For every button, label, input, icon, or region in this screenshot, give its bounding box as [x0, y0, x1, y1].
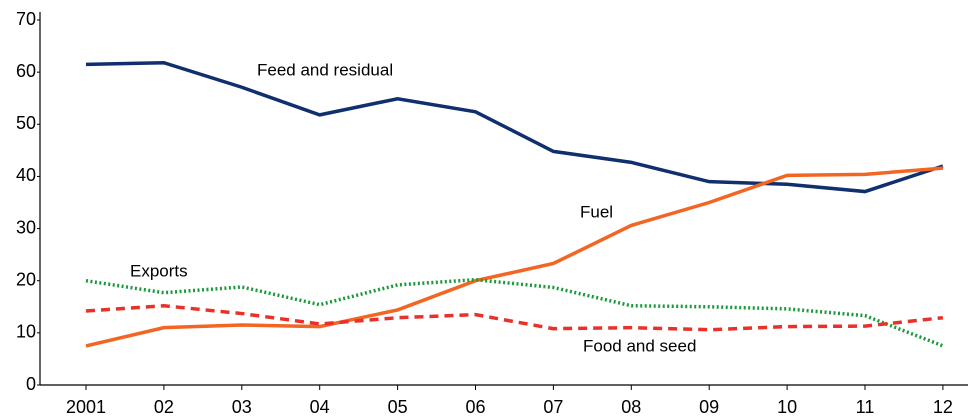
y-tick-label: 20 [16, 269, 36, 289]
series-label: Fuel [580, 202, 613, 221]
series-label: Food and seed [583, 336, 696, 355]
y-tick-label: 50 [16, 113, 36, 133]
y-tick-label: 10 [16, 322, 36, 342]
line-series [85, 166, 944, 348]
line-series [85, 303, 944, 332]
series-label: Feed and residual [257, 60, 393, 79]
y-tick-label: 60 [16, 61, 36, 81]
y-tick-label: 40 [16, 165, 36, 185]
x-tick-label: 10 [777, 397, 797, 417]
x-tick-label: 03 [232, 397, 252, 417]
x-tick-label: 05 [388, 397, 408, 417]
x-tick-label: 12 [933, 397, 953, 417]
x-tick-label: 09 [699, 397, 719, 417]
y-tick-label: 0 [26, 374, 36, 394]
line-series [85, 277, 944, 348]
x-tick-label: 02 [154, 397, 174, 417]
line-series [85, 61, 944, 194]
series-label: Exports [130, 261, 188, 280]
x-tick-label: 08 [621, 397, 641, 417]
x-tick-label: 2001 [66, 397, 106, 417]
x-tick-label: 11 [856, 397, 875, 417]
y-tick-label: 70 [16, 9, 36, 29]
y-tick-label: 30 [16, 217, 36, 237]
x-tick-label: 06 [465, 397, 485, 417]
x-tick-label: 07 [543, 397, 563, 417]
x-tick-label: 04 [310, 397, 330, 417]
